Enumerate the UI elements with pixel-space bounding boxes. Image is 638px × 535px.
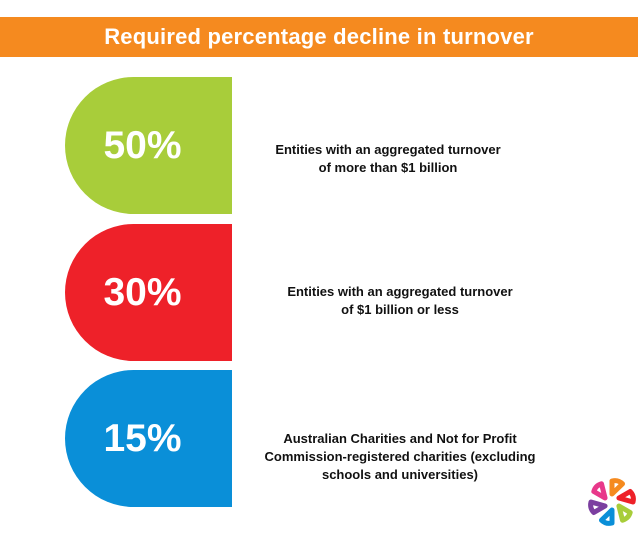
item-description: Australian Charities and Not for Profit … <box>250 430 550 484</box>
item-description: Entities with an aggregated turnover of … <box>250 283 550 319</box>
percentage-value: 15% <box>103 416 182 460</box>
description-line: Entities with an aggregated turnover <box>287 284 513 299</box>
description-line: of more than $1 billion <box>318 160 458 175</box>
percentage-badge-30: 30% <box>65 224 232 361</box>
title-banner: Required percentage decline in turnover <box>0 17 638 57</box>
percentage-value: 30% <box>103 270 182 314</box>
petal-pinwheel-logo-icon <box>588 478 636 526</box>
page-title: Required percentage decline in turnover <box>104 24 534 49</box>
description-line: Commission-registered charities (excludi… <box>264 449 536 464</box>
item-description: Entities with an aggregated turnover of … <box>238 141 538 177</box>
percentage-badge-15: 15% <box>65 370 232 507</box>
description-line: Entities with an aggregated turnover <box>275 142 501 157</box>
description-line: of $1 billion or less <box>341 302 459 317</box>
logo-petal <box>588 499 608 515</box>
logo-petal <box>591 481 608 501</box>
percentage-value: 50% <box>103 123 182 167</box>
logo-petal <box>616 503 633 523</box>
logo-petal <box>616 489 636 505</box>
description-line: Australian Charities and Not for Profit <box>283 431 517 446</box>
percentage-badge-50: 50% <box>65 77 232 214</box>
description-line: schools and universities) <box>321 467 479 482</box>
logo-petal <box>599 507 615 526</box>
logo-petal <box>609 478 625 497</box>
